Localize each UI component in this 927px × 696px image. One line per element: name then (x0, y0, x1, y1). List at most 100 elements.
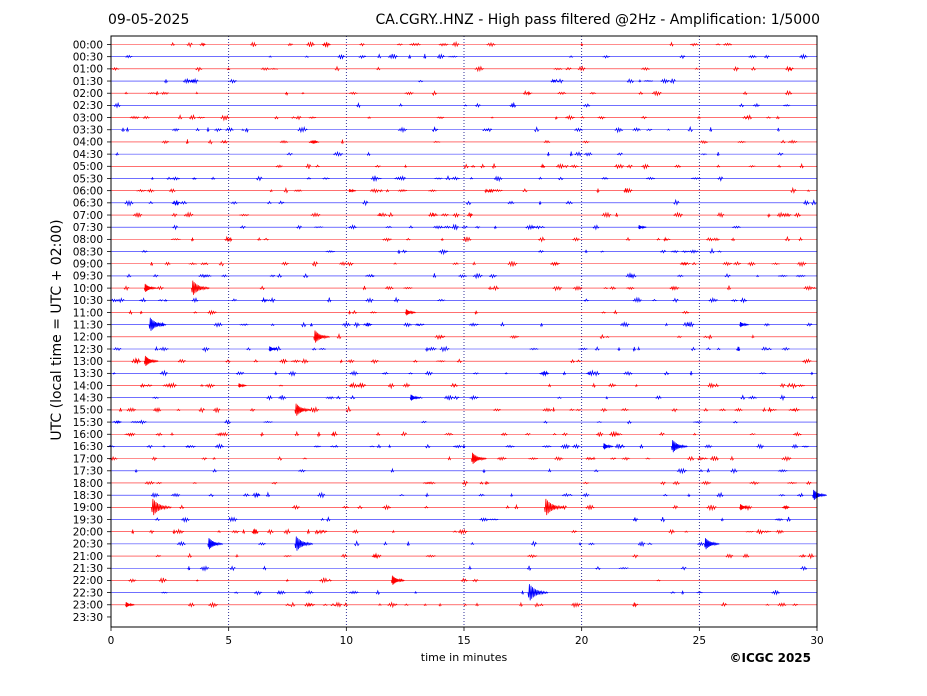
event-trace (313, 330, 331, 343)
noise-trace (115, 150, 784, 157)
event-trace (207, 538, 224, 550)
noise-trace (112, 369, 814, 377)
noise-trace (112, 419, 738, 425)
noise-trace (161, 139, 798, 145)
event-trace (638, 225, 647, 230)
noise-trace (136, 186, 811, 194)
noise-trace (124, 198, 817, 207)
noise-trace (144, 480, 812, 487)
noise-trace (126, 272, 806, 280)
y-tick-label: 02:00 (73, 88, 103, 100)
y-tick-label: 19:30 (73, 514, 103, 526)
y-tick-label: 10:30 (73, 295, 103, 307)
x-tick-label: 0 (108, 635, 115, 647)
traces-layer (107, 40, 827, 609)
noise-trace (151, 175, 724, 183)
y-tick-label: 21:00 (73, 551, 103, 563)
y-tick-label: 02:30 (73, 100, 103, 112)
copyright-label: ©ICGC 2025 (729, 651, 811, 665)
y-tick-label: 06:00 (73, 185, 103, 197)
noise-trace (150, 260, 807, 268)
noise-trace (107, 443, 809, 450)
y-tick-label: 20:30 (73, 539, 103, 551)
event-trace (812, 489, 827, 501)
event-trace (739, 321, 749, 328)
noise-trace (113, 101, 791, 109)
y-tick-label: 16:30 (73, 441, 103, 453)
y-tick-label: 16:00 (73, 429, 103, 441)
event-trace (704, 538, 720, 550)
y-tick-label: 12:30 (73, 344, 103, 356)
noise-trace (150, 491, 804, 499)
event-trace (294, 403, 312, 416)
y-tick-label: 01:00 (73, 64, 103, 76)
y-tick-label: 19:00 (73, 502, 103, 514)
event-trace (671, 440, 688, 453)
event-trace (268, 346, 279, 352)
y-tick-label: 22:30 (73, 587, 103, 599)
y-tick-label: 03:00 (73, 112, 103, 124)
y-tick-label: 05:30 (73, 173, 103, 185)
noise-trace (110, 65, 794, 73)
event-trace (143, 283, 157, 293)
noise-trace (161, 589, 780, 596)
y-tick-label: 06:30 (73, 198, 103, 210)
y-tick-label: 04:30 (73, 149, 103, 161)
event-trace (471, 452, 487, 464)
y-tick-label: 09:30 (73, 271, 103, 283)
event-trace (125, 602, 135, 608)
noise-trace (123, 285, 816, 292)
y-tick-label: 03:30 (73, 125, 103, 137)
y-tick-label: 23:30 (73, 612, 103, 624)
y-tick-label: 04:00 (73, 137, 103, 149)
event-trace (143, 355, 159, 367)
y-tick-label: 13:30 (73, 368, 103, 380)
y-tick-label: 15:30 (73, 417, 103, 429)
y-tick-label: 05:00 (73, 161, 103, 173)
noise-trace (118, 405, 800, 414)
axes-layer: 00:0000:3001:0001:3002:0002:3003:0003:30… (73, 35, 824, 647)
event-trace (391, 575, 405, 585)
y-tick-label: 08:30 (73, 246, 103, 258)
y-tick-label: 21:30 (73, 563, 103, 575)
y-tick-label: 14:00 (73, 380, 103, 392)
x-tick-label: 25 (693, 635, 706, 647)
event-trace (527, 584, 549, 601)
noise-trace (140, 381, 805, 390)
noise-trace (113, 345, 790, 353)
noise-trace (172, 223, 741, 231)
plot-frame (110, 35, 818, 628)
y-tick-label: 18:30 (73, 490, 103, 502)
x-axis-label: time in minutes (420, 651, 508, 664)
noise-trace (154, 516, 791, 523)
y-tick-label: 07:30 (73, 222, 103, 234)
noise-trace (128, 309, 690, 316)
noise-trace (131, 357, 812, 365)
noise-trace (132, 211, 801, 219)
event-trace (348, 188, 357, 193)
y-tick-label: 15:00 (73, 405, 103, 417)
noise-trace (124, 53, 808, 60)
y-tick-label: 18:00 (73, 478, 103, 490)
event-trace (151, 498, 172, 516)
y-tick-label: 11:30 (73, 319, 103, 331)
y-tick-label: 14:30 (73, 393, 103, 405)
grid-layer (228, 36, 700, 627)
event-trace (409, 394, 421, 401)
y-tick-label: 23:00 (73, 600, 103, 612)
noise-trace (155, 552, 815, 560)
y-tick-label: 01:30 (73, 76, 103, 88)
noise-trace (110, 296, 748, 304)
event-trace (544, 498, 565, 516)
noise-trace (108, 455, 792, 462)
y-tick-label: 09:00 (73, 259, 103, 271)
noise-trace (187, 601, 799, 609)
noise-trace (154, 321, 813, 329)
x-tick-label: 5 (225, 635, 232, 647)
y-tick-label: 22:00 (73, 575, 103, 587)
y-tick-label: 08:00 (73, 234, 103, 246)
noise-trace (134, 467, 788, 475)
y-tick-label: 20:00 (73, 527, 103, 539)
